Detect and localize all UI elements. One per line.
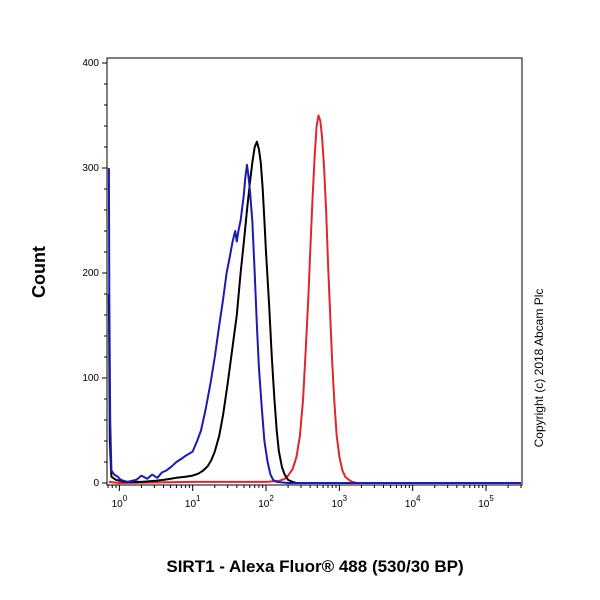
x-tick-label: 103 [332, 494, 348, 510]
x-tick-base: 10 [332, 499, 344, 510]
y-tick-label: 100 [82, 373, 99, 384]
x-tick-base: 10 [405, 499, 417, 510]
x-tick-exponent: 3 [343, 494, 348, 503]
x-tick-label: 104 [405, 494, 421, 510]
y-axis-label: Count [29, 246, 49, 298]
x-tick-label: 102 [258, 494, 274, 510]
plot-frame [106, 57, 523, 486]
series-line-0 [107, 163, 521, 484]
copyright-note: Copyright (c) 2018 Abcam Plc [532, 289, 546, 448]
series-line-2 [108, 114, 521, 484]
y-tick-label: 200 [82, 268, 99, 279]
y-tick-label: 400 [82, 58, 99, 69]
x-tick-exponent: 1 [196, 494, 201, 503]
series-line-1 [107, 140, 521, 484]
x-tick-exponent: 0 [123, 494, 128, 503]
x-tick-base: 10 [112, 499, 124, 510]
y-tick-label: 0 [93, 478, 99, 489]
x-axis-label: SIRT1 - Alexa Fluor® 488 (530/30 BP) [166, 557, 463, 576]
x-tick-exponent: 4 [416, 494, 421, 503]
x-tick-label: 101 [185, 494, 201, 510]
y-axis: 0 100 200 300 400 [82, 58, 107, 489]
series-layer [107, 114, 521, 484]
x-tick-base: 10 [478, 499, 490, 510]
x-tick-exponent: 2 [269, 494, 274, 503]
x-tick-label: 100 [112, 494, 128, 510]
x-tick-base: 10 [185, 499, 197, 510]
y-tick-label: 300 [82, 163, 99, 174]
x-tick-exponent: 5 [489, 494, 494, 503]
x-tick-label: 105 [478, 494, 494, 510]
x-tick-base: 10 [258, 499, 270, 510]
